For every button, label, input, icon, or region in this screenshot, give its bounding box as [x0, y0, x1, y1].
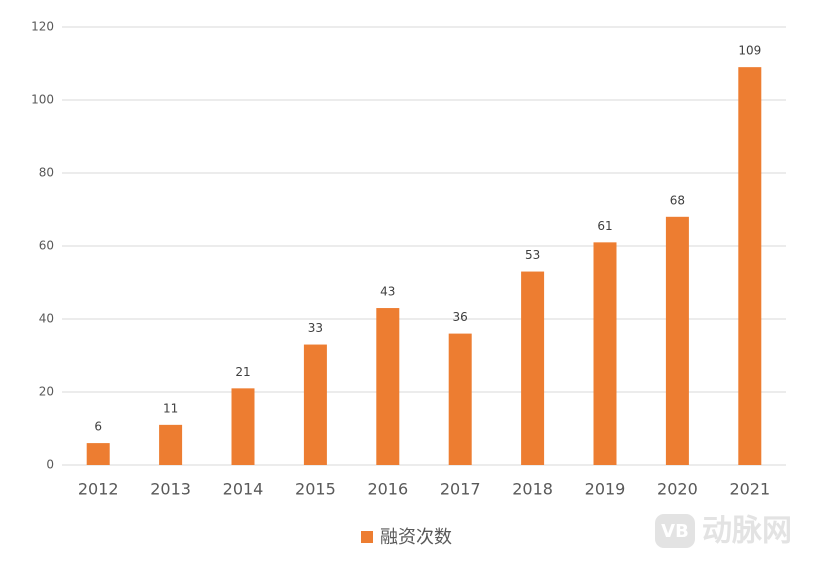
y-tick-label: 0 [46, 458, 54, 472]
data-label: 6 [94, 420, 102, 434]
bar [665, 216, 689, 465]
data-label: 11 [163, 401, 178, 415]
legend-label: 融资次数 [380, 527, 452, 548]
x-tick-label: 2020 [657, 480, 698, 499]
bar [376, 308, 400, 465]
y-tick-label: 80 [39, 166, 54, 180]
data-label: 36 [453, 310, 468, 324]
x-tick-label: 2019 [585, 480, 626, 499]
y-tick-label: 60 [39, 239, 54, 253]
watermark-logo [655, 514, 695, 548]
x-tick-label: 2018 [512, 480, 553, 499]
bar [303, 344, 327, 465]
bar [231, 388, 255, 465]
bar [159, 424, 183, 465]
y-tick-label: 20 [39, 385, 54, 399]
bar [738, 67, 762, 466]
x-tick-label: 2014 [223, 480, 264, 499]
bar [86, 443, 110, 465]
bar [593, 242, 617, 465]
y-tick-label: 40 [39, 312, 54, 326]
legend-swatch [361, 531, 373, 543]
data-label: 53 [525, 248, 540, 262]
bar [448, 333, 472, 465]
x-tick-label: 2017 [440, 480, 481, 499]
x-tick-label: 2021 [729, 480, 770, 499]
data-label: 61 [597, 219, 612, 233]
x-tick-label: 2016 [367, 480, 408, 499]
data-label: 68 [670, 193, 685, 207]
data-label: 109 [738, 44, 761, 58]
watermark-logo-text: VB [661, 521, 689, 542]
data-label: 33 [308, 321, 323, 335]
x-tick-label: 2012 [78, 480, 119, 499]
bar [521, 271, 545, 465]
y-tick-label: 100 [31, 93, 54, 107]
data-label: 21 [235, 365, 250, 379]
watermark-text: 动脉网 [702, 514, 792, 549]
data-label: 43 [380, 285, 395, 299]
x-tick-label: 2015 [295, 480, 336, 499]
x-tick-label: 2013 [150, 480, 191, 499]
y-tick-label: 120 [31, 20, 54, 34]
watermark: VB 动脉网 [655, 514, 792, 549]
